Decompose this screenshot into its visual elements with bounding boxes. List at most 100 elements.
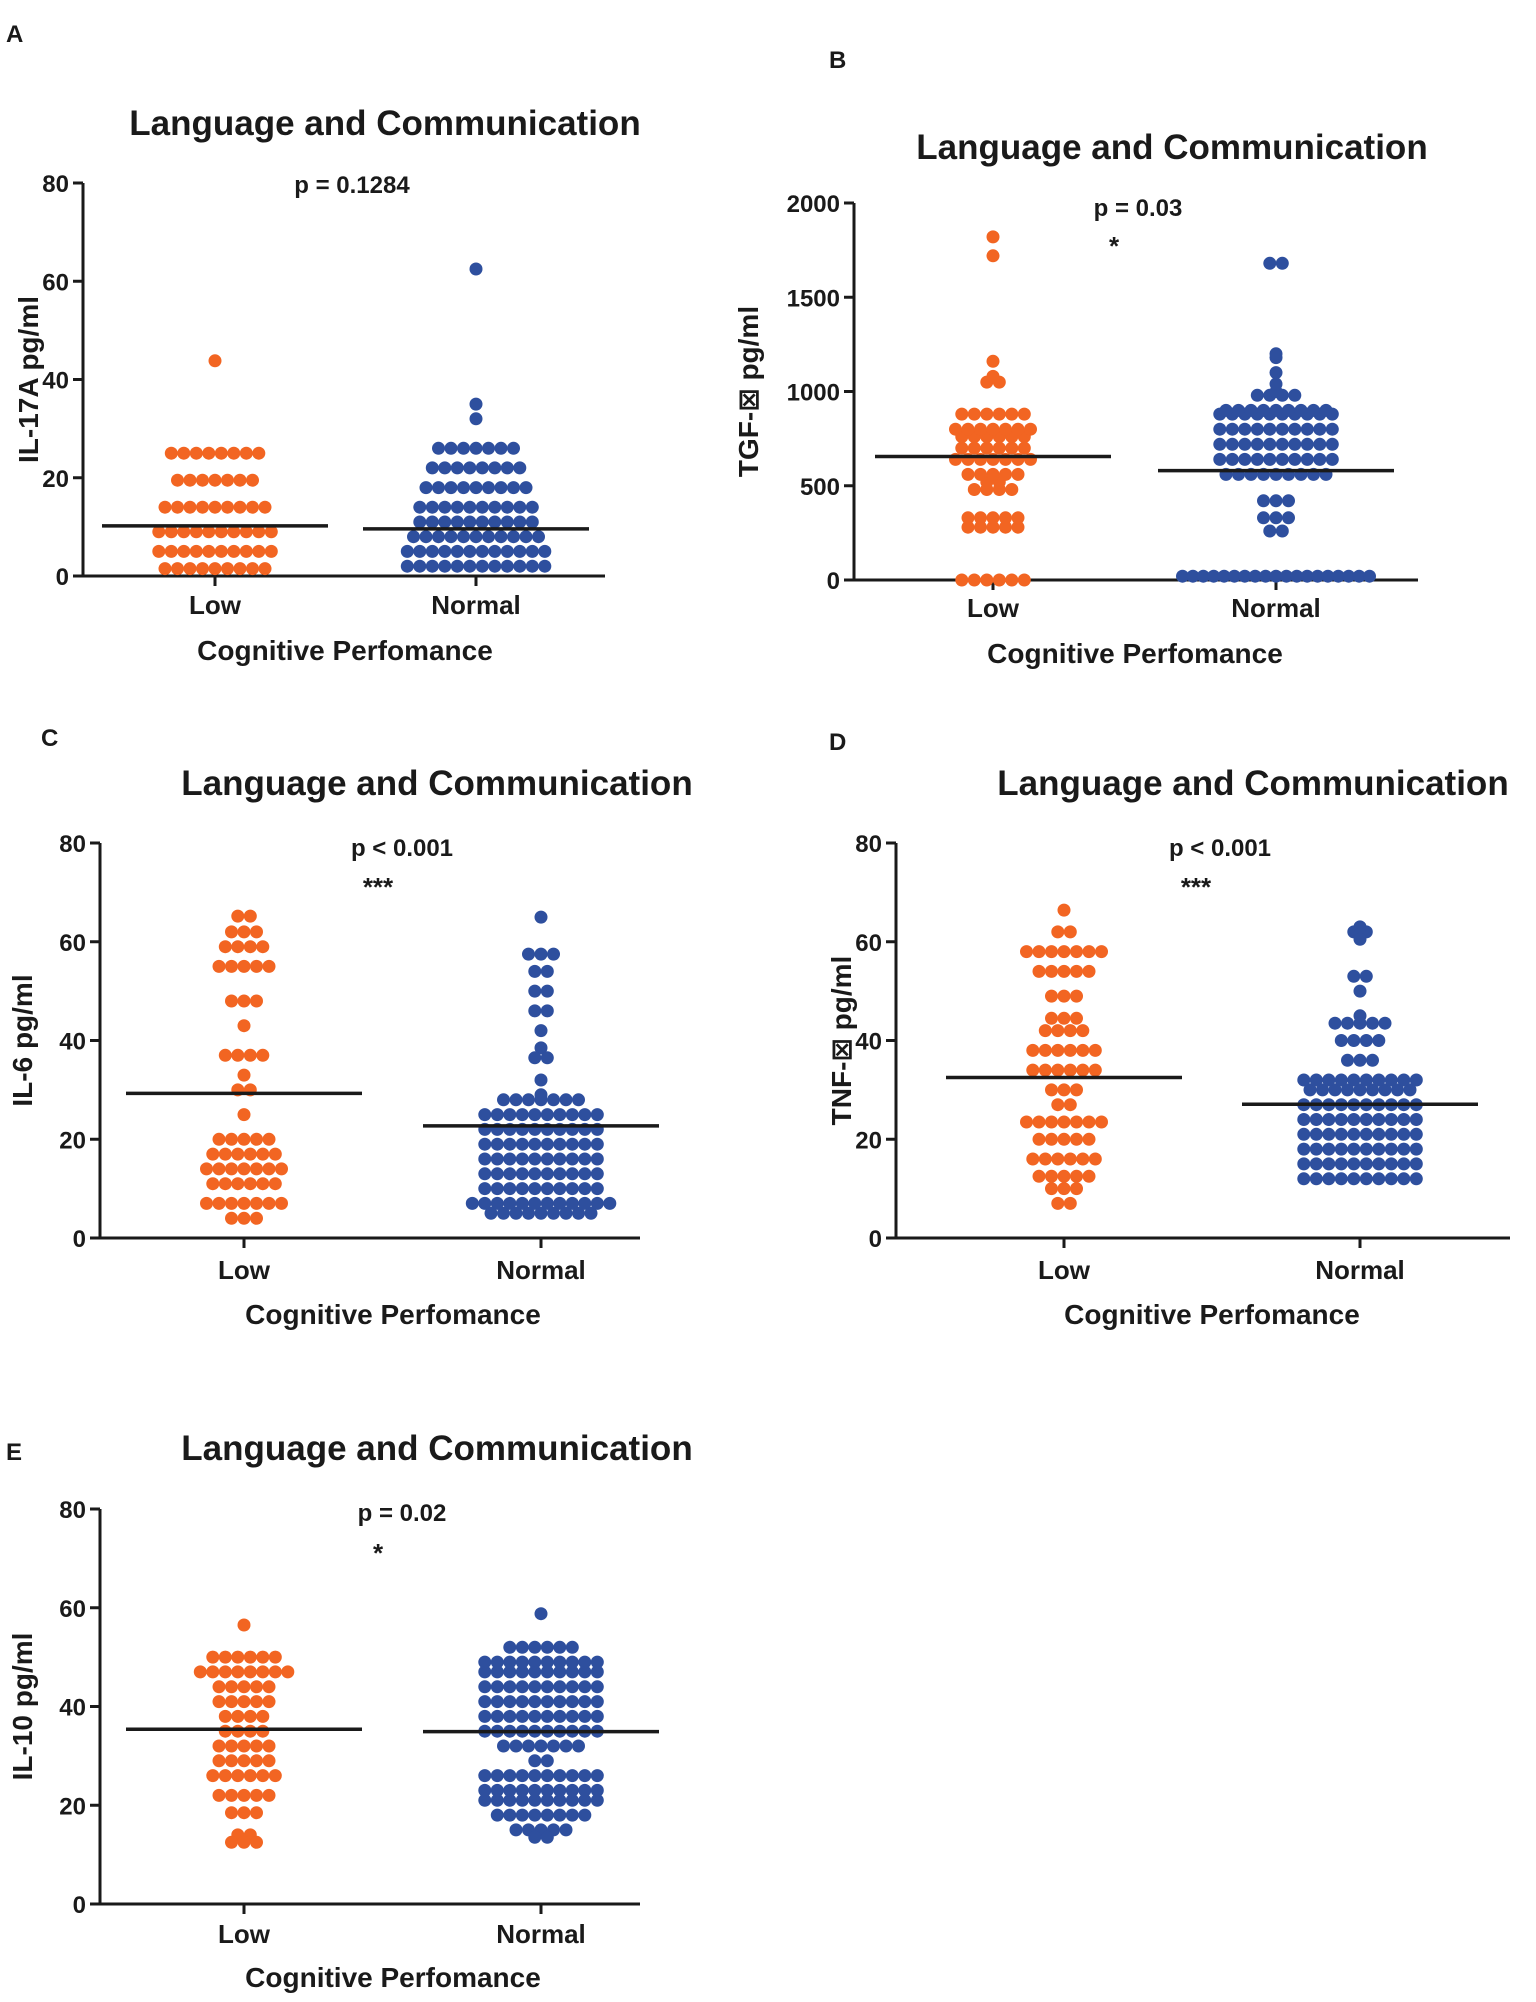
data-point-low xyxy=(986,467,1000,481)
data-point-normal xyxy=(528,1108,542,1122)
data-point-low xyxy=(250,1162,263,1176)
data-point-normal xyxy=(503,1137,517,1151)
data-point-normal xyxy=(478,1783,492,1797)
data-point-low xyxy=(961,422,975,436)
data-point-low xyxy=(212,1754,226,1768)
data-point-low xyxy=(1045,1083,1058,1097)
data-point-normal xyxy=(465,1196,479,1210)
data-point-normal xyxy=(565,1695,579,1709)
data-point-normal xyxy=(450,500,464,514)
data-point-normal xyxy=(578,1783,592,1797)
x-axis-label: Cognitive Perfomance xyxy=(245,1962,541,1993)
data-point-normal xyxy=(565,1196,579,1210)
y-axis-label: IL-6 pg/ml xyxy=(7,974,38,1106)
data-point-low xyxy=(1063,925,1077,939)
panel-letter: D xyxy=(829,729,846,756)
data-point-normal xyxy=(457,530,470,544)
data-point-normal xyxy=(478,1709,492,1723)
data-point-normal xyxy=(513,461,527,475)
data-point-normal xyxy=(488,559,502,573)
data-point-low xyxy=(225,1695,238,1709)
data-point-normal xyxy=(1213,437,1227,451)
data-point-normal xyxy=(1322,1172,1336,1186)
data-point-low xyxy=(986,230,1000,244)
data-point-normal xyxy=(1263,524,1277,538)
data-point-low xyxy=(955,441,969,455)
data-point-normal xyxy=(528,1783,542,1797)
data-point-normal xyxy=(1334,1157,1348,1171)
data-point-normal xyxy=(1347,1172,1361,1186)
data-point-normal xyxy=(1257,403,1270,417)
data-point-normal xyxy=(578,1695,592,1709)
y-tick-label: 80 xyxy=(42,171,69,198)
data-point-normal xyxy=(457,441,470,455)
data-point-normal xyxy=(515,1783,529,1797)
data-point-normal xyxy=(1359,1127,1373,1141)
data-point-low xyxy=(171,473,184,487)
data-point-normal xyxy=(469,262,483,276)
data-point-normal xyxy=(1378,1083,1392,1097)
data-point-low xyxy=(1095,945,1108,959)
data-point-low xyxy=(1063,1063,1077,1077)
y-tick-label: 0 xyxy=(73,1892,86,1919)
chart-title: Language and Communication xyxy=(181,1429,692,1468)
data-point-low xyxy=(256,1650,270,1664)
data-point-low xyxy=(1063,1098,1077,1112)
data-point-normal xyxy=(1372,1142,1386,1156)
data-point-normal xyxy=(1409,1142,1423,1156)
data-point-low xyxy=(212,1162,226,1176)
data-point-low xyxy=(237,1068,251,1082)
data-point-normal xyxy=(1334,1172,1348,1186)
data-point-low xyxy=(1076,1152,1090,1166)
data-point-normal xyxy=(482,481,495,495)
data-point-low xyxy=(1005,441,1019,455)
data-point-low xyxy=(171,500,184,514)
data-point-normal xyxy=(490,1167,504,1181)
data-point-normal xyxy=(559,1093,573,1107)
data-point-normal xyxy=(419,481,433,495)
data-point-normal xyxy=(450,544,464,558)
data-point-normal xyxy=(1366,1083,1379,1097)
data-point-low xyxy=(206,1665,220,1679)
data-point-low xyxy=(1032,1169,1046,1183)
data-point-normal xyxy=(1282,494,1295,508)
data-point-low xyxy=(275,1162,288,1176)
data-point-normal xyxy=(565,1655,579,1669)
data-point-normal xyxy=(540,1152,554,1166)
data-point-low xyxy=(1070,989,1083,1003)
data-point-normal xyxy=(578,1167,592,1181)
data-point-low xyxy=(250,1835,263,1849)
data-point-low xyxy=(237,1618,251,1632)
data-point-normal xyxy=(500,461,514,475)
x-tick-label: Low xyxy=(1038,1255,1091,1285)
data-point-low xyxy=(256,1709,270,1723)
data-point-normal xyxy=(528,1680,542,1694)
x-tick-label: Low xyxy=(967,593,1020,623)
data-point-normal xyxy=(540,984,554,998)
data-point-normal xyxy=(565,1665,579,1679)
data-point-normal xyxy=(525,544,539,558)
data-point-normal xyxy=(509,1206,523,1220)
data-point-normal xyxy=(1269,366,1283,380)
data-point-normal xyxy=(528,984,542,998)
data-point-normal xyxy=(500,544,514,558)
data-point-low xyxy=(974,422,987,436)
data-point-low xyxy=(949,422,962,436)
data-point-low xyxy=(264,525,278,539)
data-point-low xyxy=(1032,964,1046,978)
data-point-low xyxy=(275,1196,288,1210)
y-tick-label: 0 xyxy=(73,1226,86,1253)
y-tick-label: 0 xyxy=(56,564,69,591)
data-point-normal xyxy=(515,1640,529,1654)
data-point-normal xyxy=(578,1709,592,1723)
data-point-normal xyxy=(494,441,508,455)
data-point-normal xyxy=(509,1739,523,1753)
data-point-normal xyxy=(1384,1142,1398,1156)
data-point-normal xyxy=(1213,452,1227,466)
data-point-normal xyxy=(1322,1127,1336,1141)
data-point-normal xyxy=(572,1739,585,1753)
data-point-low xyxy=(237,1680,251,1694)
data-point-normal xyxy=(503,1108,517,1122)
data-point-normal xyxy=(478,1793,492,1807)
data-point-normal xyxy=(1353,984,1367,998)
